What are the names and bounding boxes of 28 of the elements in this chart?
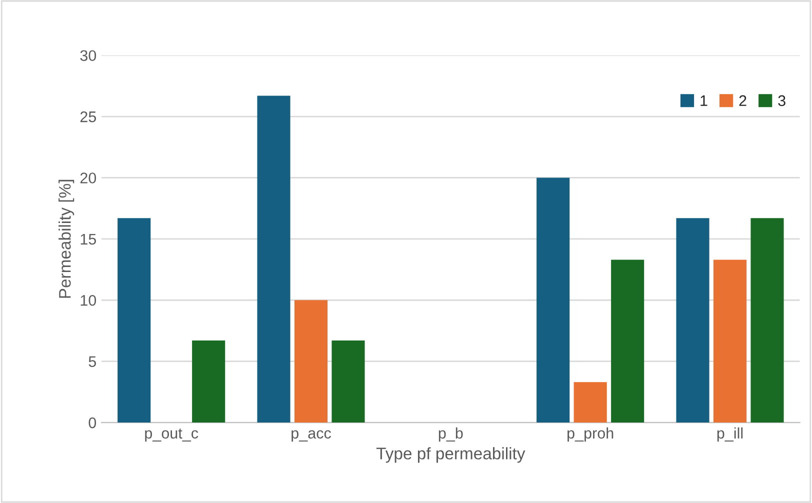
bar [332, 340, 365, 423]
x-tick-label: p_proh [568, 427, 614, 442]
bar [257, 96, 290, 423]
bar [713, 260, 747, 423]
y-tick-label: 20 [80, 172, 96, 184]
bar [750, 218, 784, 423]
bar [536, 178, 570, 423]
y-tick-label: 30 [80, 50, 96, 62]
y-axis-title: Permeability [%] [58, 180, 74, 298]
y-tick-label: 0 [88, 417, 96, 428]
bar [192, 340, 226, 423]
y-tick-label: 25 [80, 111, 96, 122]
y-tick-label: 15 [80, 234, 96, 245]
bar [294, 300, 328, 423]
x-tick-label: p_ill [717, 427, 743, 442]
y-tick-label: 5 [88, 356, 96, 368]
bar [676, 218, 710, 423]
legend-label: 3 [778, 95, 786, 106]
x-tick-label: p_out_c [145, 428, 198, 442]
bar [118, 218, 151, 423]
bar [611, 260, 644, 423]
x-tick-label: p_b [438, 427, 463, 442]
bar [574, 382, 607, 423]
legend-label: 2 [739, 95, 746, 106]
x-axis-title: Type pf permeability [376, 447, 526, 463]
legend-label: 1 [700, 95, 708, 106]
y-tick-label: 10 [80, 294, 96, 306]
x-tick-label: p_acc [292, 430, 331, 442]
